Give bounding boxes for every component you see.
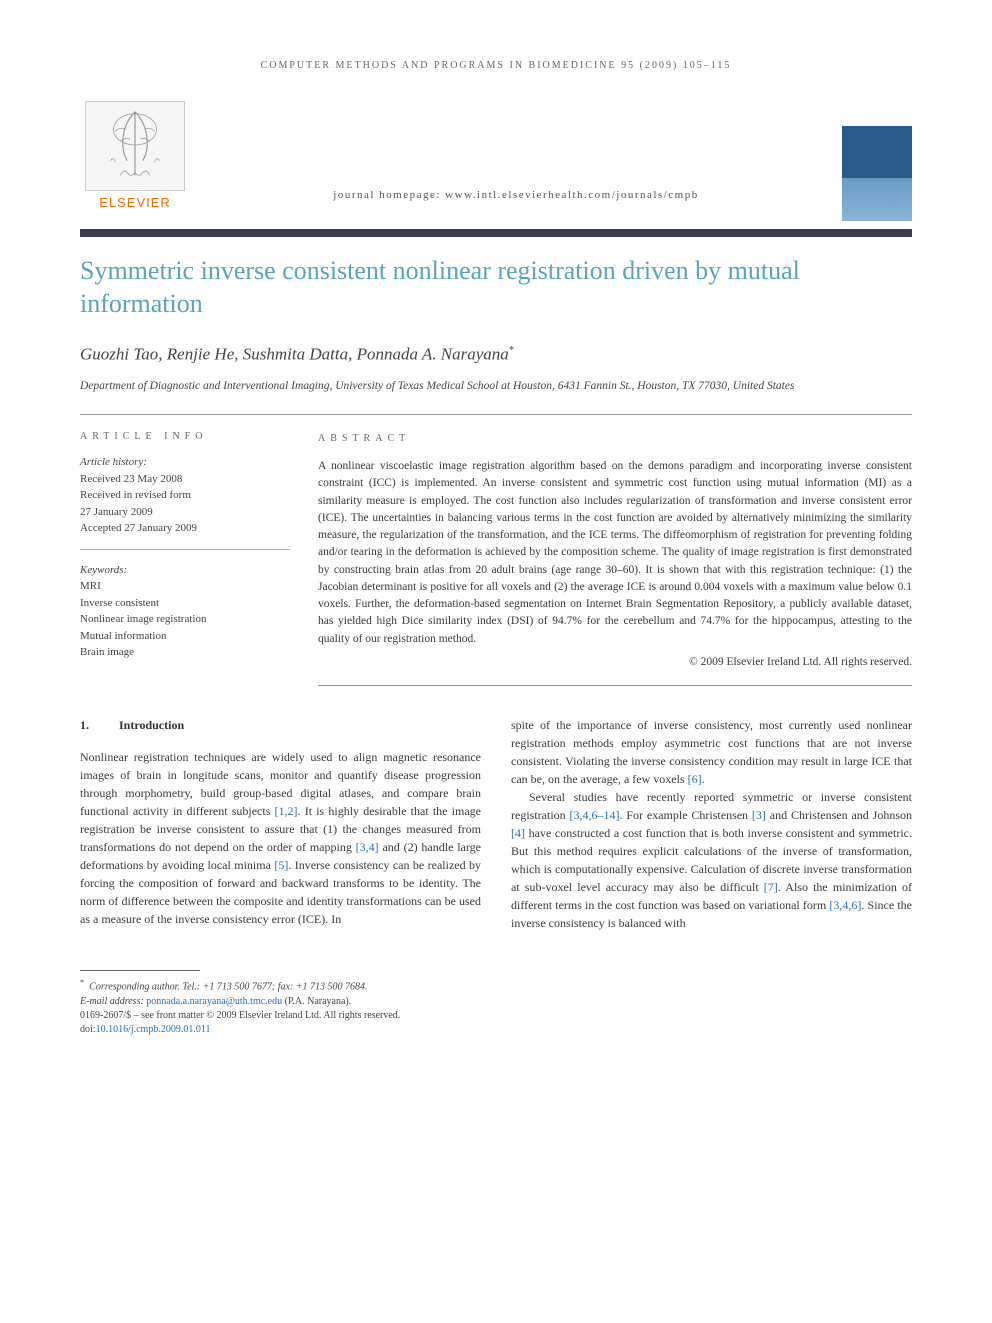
keywords-block: Keywords: MRI Inverse consistent Nonline… — [80, 562, 290, 661]
revised-label: Received in revised form — [80, 487, 290, 504]
affiliation: Department of Diagnostic and Interventio… — [80, 379, 912, 395]
doi-label: doi: — [80, 1024, 96, 1035]
keyword: MRI — [80, 578, 290, 595]
body-column-left: 1. Introduction Nonlinear registration te… — [80, 716, 481, 932]
ref-link[interactable]: [3,4,6] — [829, 898, 861, 912]
body-paragraph: Several studies have recently reported s… — [511, 788, 912, 932]
article-title: Symmetric inverse consistent nonlinear r… — [80, 255, 912, 320]
publisher-logo: ELSEVIER — [80, 101, 190, 221]
keyword: Nonlinear image registration — [80, 611, 290, 628]
section-number: 1. — [80, 718, 89, 732]
abstract-text: A nonlinear viscoelastic image registrat… — [318, 458, 912, 648]
issn-line: 0169-2607/$ – see front matter © 2009 El… — [80, 1009, 479, 1023]
body-paragraph: spite of the importance of inverse consi… — [511, 716, 912, 788]
ref-link[interactable]: [3] — [752, 808, 766, 822]
authors-line: Guozhi Tao, Renjie He, Sushmita Datta, P… — [80, 344, 912, 365]
footnotes-rule — [80, 970, 200, 971]
ref-link[interactable]: [4] — [511, 826, 525, 840]
article-info-heading: ARTICLE INFO — [80, 431, 290, 442]
abstract-heading: ABSTRACT — [318, 431, 912, 446]
journal-cover-thumbnail — [842, 126, 912, 221]
ref-link[interactable]: [5] — [274, 858, 288, 872]
email-person: (P.A. Narayana). — [285, 996, 352, 1007]
corresponding-author-footnote: * Corresponding author. Tel.: +1 713 500… — [80, 977, 479, 994]
revised-date: 27 January 2009 — [80, 504, 290, 521]
body-column-right: spite of the importance of inverse consi… — [511, 716, 912, 932]
ref-link[interactable]: [6] — [688, 772, 702, 786]
header-logos-row: ELSEVIER journal homepage: www.intl.else… — [80, 101, 912, 221]
email-footnote: E-mail address: ponnada.a.narayana@uth.t… — [80, 995, 479, 1009]
body-two-column: 1. Introduction Nonlinear registration te… — [80, 716, 912, 932]
keyword: Brain image — [80, 644, 290, 661]
article-info-block: ARTICLE INFO Article history: Received 2… — [80, 431, 290, 686]
email-link[interactable]: ponnada.a.narayana@uth.tmc.edu — [146, 996, 282, 1007]
elsevier-tree-icon — [85, 101, 185, 191]
history-label: Article history: — [80, 454, 290, 471]
footnotes-block: * Corresponding author. Tel.: +1 713 500… — [80, 962, 479, 1036]
received-date: Received 23 May 2008 — [80, 471, 290, 488]
info-abstract-row: ARTICLE INFO Article history: Received 2… — [80, 414, 912, 686]
keywords-label: Keywords: — [80, 562, 290, 579]
body-paragraph: Nonlinear registration techniques are wi… — [80, 748, 481, 928]
doi-link[interactable]: 10.1016/j.cmpb.2009.01.011 — [96, 1024, 211, 1035]
ref-link[interactable]: [3,4,6–14] — [570, 808, 620, 822]
ref-link[interactable]: [3,4] — [356, 840, 379, 854]
ref-link[interactable]: [7] — [764, 880, 778, 894]
ref-link[interactable]: [1,2] — [275, 804, 298, 818]
authors-names: Guozhi Tao, Renjie He, Sushmita Datta, P… — [80, 345, 509, 364]
email-label: E-mail address: — [80, 996, 144, 1007]
section-heading-1: 1. Introduction — [80, 716, 481, 734]
accepted-date: Accepted 27 January 2009 — [80, 520, 290, 537]
title-divider-bar — [80, 229, 912, 237]
doi-line: doi:10.1016/j.cmpb.2009.01.011 — [80, 1023, 479, 1037]
section-title: Introduction — [119, 718, 184, 732]
publisher-name: ELSEVIER — [99, 195, 171, 210]
abstract-block: ABSTRACT A nonlinear viscoelastic image … — [318, 431, 912, 686]
footnote-marker: * — [80, 978, 84, 987]
corresponding-marker: * — [509, 344, 515, 356]
keyword: Inverse consistent — [80, 595, 290, 612]
abstract-copyright: © 2009 Elsevier Ireland Ltd. All rights … — [318, 654, 912, 671]
keyword: Mutual information — [80, 628, 290, 645]
article-history: Article history: Received 23 May 2008 Re… — [80, 454, 290, 550]
running-header: COMPUTER METHODS AND PROGRAMS IN BIOMEDI… — [80, 60, 912, 71]
journal-homepage: journal homepage: www.intl.elsevierhealt… — [190, 189, 842, 201]
corresponding-author-details: Corresponding author. Tel.: +1 713 500 7… — [89, 982, 367, 993]
